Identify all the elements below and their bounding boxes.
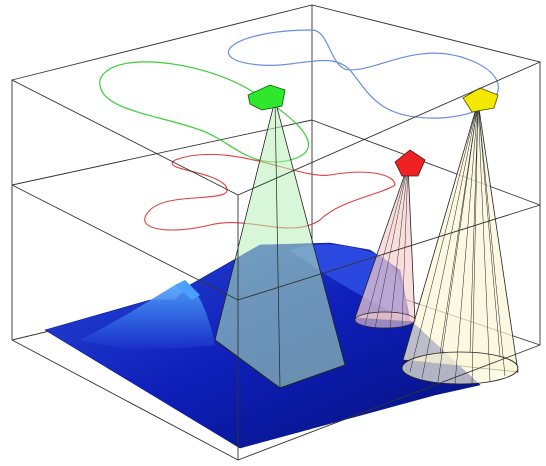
green-light <box>247 84 286 111</box>
green-cone-edge <box>274 99 281 389</box>
yellow-cone-base <box>401 351 519 385</box>
edge <box>11 184 239 301</box>
box-front-edges <box>10 4 542 461</box>
edge <box>311 119 541 206</box>
red-cone-lines <box>364 164 409 329</box>
yellow-cone-lines <box>409 101 506 385</box>
red-cone-base <box>354 311 416 329</box>
yellow-light <box>462 87 499 113</box>
green-curve <box>99 61 310 163</box>
surface-peak <box>175 280 200 300</box>
red-cone <box>354 164 416 323</box>
edge <box>237 344 541 461</box>
blue-curve <box>227 29 499 119</box>
edge <box>11 119 313 186</box>
edge <box>237 204 541 301</box>
red-light <box>394 149 426 177</box>
surface-bump <box>80 282 215 349</box>
edge <box>11 339 239 461</box>
